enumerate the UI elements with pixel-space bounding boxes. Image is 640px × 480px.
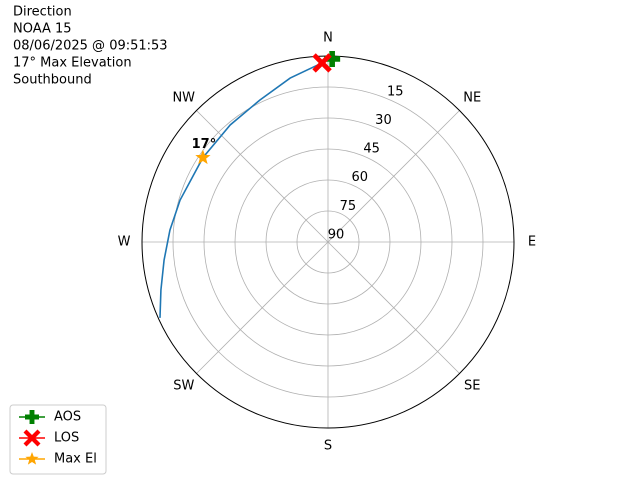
title-line: Southbound	[13, 73, 92, 88]
marker	[324, 50, 341, 67]
legend-marker	[25, 452, 39, 465]
marker	[195, 149, 211, 165]
title-line: 17° Max Elevation	[13, 56, 132, 71]
legend-marker	[23, 429, 41, 447]
track-line	[159, 62, 323, 318]
grid-spoke	[327, 110, 460, 243]
grid-spoke	[196, 110, 329, 243]
r-tick-label: 60	[351, 170, 368, 185]
legend-marker	[25, 410, 39, 424]
r-tick-label: 75	[340, 199, 357, 214]
r-tick-label: 15	[387, 84, 404, 99]
theta-tick-label: E	[528, 235, 536, 250]
legend-label: Max El	[54, 452, 97, 467]
theta-tick-label: SE	[464, 379, 480, 394]
title-line: Direction	[13, 5, 72, 20]
marker	[312, 53, 332, 73]
legend-label: AOS	[54, 410, 81, 425]
data-label: 17°	[192, 137, 217, 152]
theta-tick-label: N	[323, 31, 333, 46]
r-tick-label: 30	[375, 113, 392, 128]
grid-spoke	[196, 241, 329, 374]
theta-tick-label: S	[324, 439, 332, 454]
theta-tick-label: NW	[172, 90, 195, 105]
r-tick-label: 45	[363, 142, 380, 157]
theta-tick-label: SW	[173, 379, 194, 394]
title-line: 08/06/2025 @ 09:51:53	[13, 39, 168, 54]
theta-tick-label: W	[118, 235, 131, 250]
legend-label: LOS	[54, 431, 79, 446]
theta-tick-label: NE	[463, 90, 481, 105]
title-line: NOAA 15	[13, 22, 72, 37]
r-tick-label: 90	[328, 228, 345, 243]
grid-spoke	[327, 241, 460, 374]
